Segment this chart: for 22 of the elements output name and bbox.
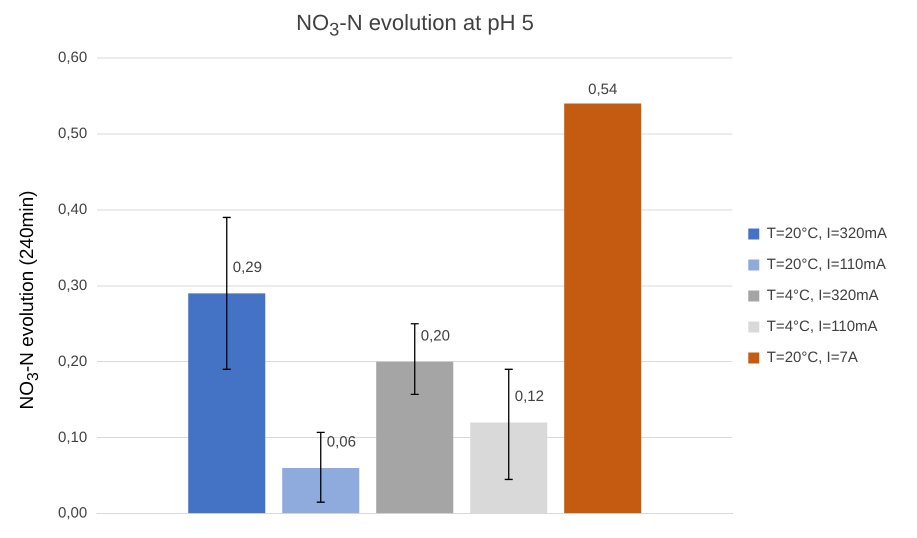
data-label: 0,12 (514, 388, 544, 406)
y-tick-label: 0,60 (58, 49, 88, 66)
y-tick-label: 0,40 (58, 201, 88, 218)
y-tick-label: 0,10 (58, 428, 88, 446)
legend-label: T=20°C, I=320mA (766, 225, 888, 242)
legend-label: T=20°C, I=7A (766, 349, 858, 366)
data-label: 0,29 (232, 259, 262, 276)
legend-label: T=4°C, I=320mA (766, 287, 879, 304)
bar (282, 468, 360, 514)
data-label: 0,20 (420, 327, 450, 344)
chart-title: NO$_{3}$-N evolution at pH 5 (295, 10, 535, 40)
data-label: 0,06 (326, 434, 356, 451)
y-tick-label: 0,00 (58, 504, 88, 522)
legend-label: T=4°C, I=110mA (766, 318, 878, 336)
bar (564, 104, 642, 514)
bar (188, 293, 266, 514)
y-tick-label: 0,50 (58, 125, 88, 142)
y-tick-label: 0,30 (58, 276, 88, 294)
y-tick-label: 0,20 (58, 352, 88, 370)
bar (376, 362, 454, 514)
legend-label: T=20°C, I=110mA (766, 256, 886, 274)
data-label: 0,54 (588, 81, 618, 98)
